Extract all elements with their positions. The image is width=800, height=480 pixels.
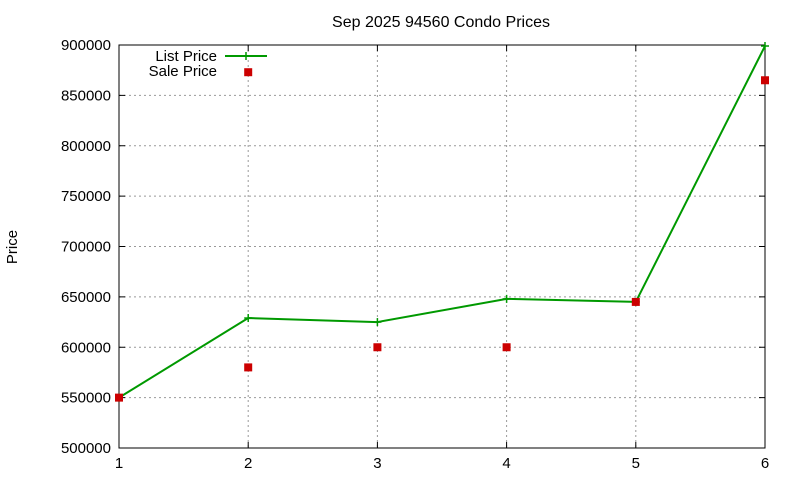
series-layer [115,42,769,402]
grid-lines [119,45,765,448]
x-tick-label: 6 [761,455,769,472]
sale-price-point [373,343,382,352]
series-line-list-price [118,45,766,399]
list-price-point [373,318,382,327]
list-price-point [244,314,253,323]
sale-price-point [244,363,253,372]
legend-label-sale-price: Sale Price [149,63,217,80]
y-tick-labels: 500000 550000 600000 650000 700000 750000 8000… [61,37,111,457]
x-tick-label: 1 [115,455,123,472]
chart-title: Sep 2025 94560 Condo Prices [332,14,550,31]
sale-price-point [115,393,123,402]
sale-price-point [631,297,640,306]
y-tick-label: 650000 [61,289,111,306]
y-tick-label: 800000 [61,138,111,155]
x-tick-label: 4 [502,455,510,472]
y-tick-label: 700000 [61,239,111,256]
y-tick-label: 850000 [61,87,111,104]
legend: List Price Sale Price [149,48,267,80]
legend-label-list-price: List Price [155,48,217,65]
list-price-point [502,294,511,303]
x-tick-label: 2 [244,455,252,472]
legend-marker-list-price [242,52,250,60]
y-tick-label: 500000 [61,440,111,457]
sale-price-point [244,68,253,77]
y-tick-label: 550000 [61,390,111,407]
y-tick-label: 600000 [61,339,111,356]
y-axis-label: Price [4,230,21,264]
y-tick-label: 750000 [61,188,111,205]
list-price-point [761,42,769,51]
x-tick-label: 3 [373,455,381,472]
sale-price-point [761,76,769,85]
sale-price-point [502,343,511,352]
y-tick-label: 900000 [61,37,111,54]
x-tick-label: 5 [632,455,640,472]
x-tick-labels: 1 2 3 4 5 6 [115,455,769,472]
plot-frame [118,44,766,449]
